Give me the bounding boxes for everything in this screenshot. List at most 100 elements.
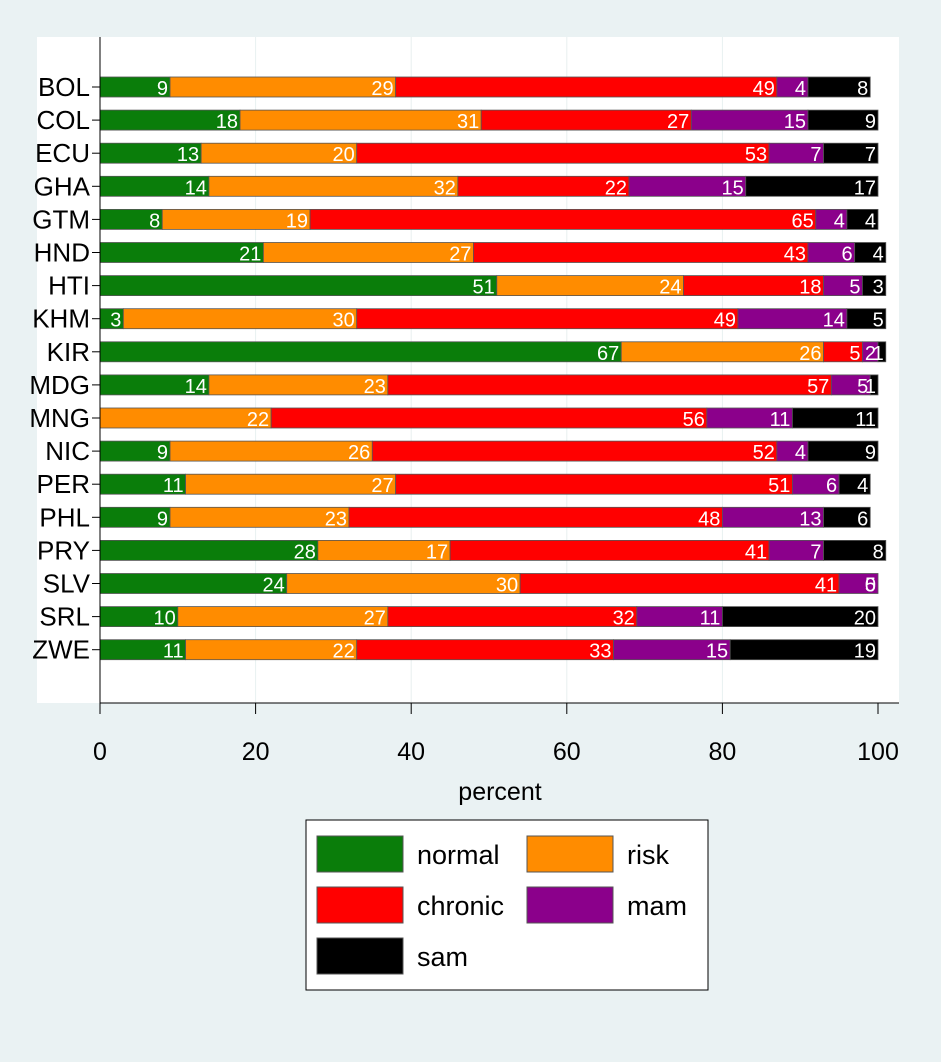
data-label: 26 xyxy=(348,442,370,464)
data-label: 29 xyxy=(371,78,393,100)
bar-segment-risk xyxy=(169,506,350,528)
data-label: 1 xyxy=(873,343,884,365)
legend-swatch-sam xyxy=(316,937,404,975)
data-label: 31 xyxy=(457,111,479,133)
data-label: 18 xyxy=(799,277,821,299)
bar-segment-sam xyxy=(823,540,887,561)
data-label: 27 xyxy=(667,111,689,133)
data-label: 10 xyxy=(154,608,176,630)
x-tick-label: 0 xyxy=(93,738,107,766)
data-label: 14 xyxy=(185,177,207,199)
data-label: 11 xyxy=(700,608,721,630)
data-label: 9 xyxy=(157,442,168,464)
bar-segment-chronic xyxy=(519,573,840,594)
data-label: 32 xyxy=(434,177,456,199)
y-category-label: MDG xyxy=(29,370,90,400)
bar-segment-risk xyxy=(122,308,358,330)
data-label: 51 xyxy=(473,277,495,299)
bar-segment-normal xyxy=(99,573,288,594)
data-label: 7 xyxy=(865,144,876,166)
data-label: 6 xyxy=(826,475,837,497)
bar-segment-sam xyxy=(729,639,879,661)
data-label: 7 xyxy=(810,144,821,166)
data-label: 13 xyxy=(799,508,821,530)
bar-segment-chronic xyxy=(480,109,692,131)
legend-label: risk xyxy=(627,840,669,870)
data-label: 5 xyxy=(849,277,860,299)
bar-segment-sam xyxy=(722,606,879,627)
data-label: 23 xyxy=(325,508,347,530)
bar-segment-risk xyxy=(620,341,824,363)
x-tick-label: 100 xyxy=(857,738,899,766)
data-label: 27 xyxy=(364,608,386,630)
data-label: 9 xyxy=(865,442,876,464)
bar-segment-sam xyxy=(854,242,887,263)
bar-segment-chronic xyxy=(356,308,739,330)
data-label: 27 xyxy=(371,475,393,497)
bar-segment-sam xyxy=(846,308,887,330)
y-category-label: SRL xyxy=(39,602,90,632)
x-tick-label: 80 xyxy=(708,738,736,766)
y-category-label: PRY xyxy=(37,535,90,565)
bar-segment-sam xyxy=(877,341,887,363)
x-tick-label: 40 xyxy=(397,738,425,766)
y-category-label: PER xyxy=(37,469,90,499)
legend-label: mam xyxy=(627,891,687,921)
x-axis-title: percent xyxy=(458,778,541,806)
bar-segment-risk xyxy=(169,440,373,462)
data-label: 11 xyxy=(163,641,184,663)
data-label: 5 xyxy=(857,376,868,398)
y-category-label: GHA xyxy=(34,171,91,201)
data-label: 24 xyxy=(659,277,681,299)
data-label: 22 xyxy=(247,409,269,431)
data-label: 9 xyxy=(157,508,168,530)
data-label: 4 xyxy=(795,442,806,464)
bars: 9 29 49 4 818 31 27 15 913 20 53 7 714 32 22 15 178 19 65 4… xyxy=(90,76,887,663)
data-label: 4 xyxy=(865,210,876,232)
y-category-label: HTI xyxy=(48,271,90,301)
data-label: 5 xyxy=(865,575,876,597)
bar-segment-chronic xyxy=(309,208,817,230)
bar-segment-chronic xyxy=(395,76,778,98)
data-label: 23 xyxy=(364,376,386,398)
y-category-label: ZWE xyxy=(32,635,90,665)
bar-segment-sam xyxy=(807,76,871,98)
legend-swatch-chronic xyxy=(316,886,404,924)
bar-segment-chronic xyxy=(356,639,614,661)
plot-background xyxy=(37,37,899,703)
y-category-label: ECU xyxy=(35,138,90,168)
data-label: 0 xyxy=(865,575,876,597)
y-category-label: NIC xyxy=(45,436,90,466)
data-label: 48 xyxy=(698,508,720,530)
legend: normal risk chronic mam sam xyxy=(305,819,709,991)
y-category-label: KIR xyxy=(47,337,90,367)
bar-segment-risk xyxy=(185,473,397,495)
bar-segment-chronic xyxy=(457,175,630,197)
bar-segment-chronic xyxy=(387,374,832,396)
x-tick-label: 60 xyxy=(553,738,581,766)
data-label: 67 xyxy=(597,343,619,365)
data-label: 22 xyxy=(332,641,354,663)
data-label: 33 xyxy=(589,641,611,663)
bar-segment-chronic xyxy=(387,606,638,627)
data-label: 65 xyxy=(792,210,814,232)
data-label: 8 xyxy=(857,78,868,100)
data-label: 11 xyxy=(855,409,876,431)
data-label: 43 xyxy=(784,244,806,266)
data-label: 8 xyxy=(873,541,884,563)
x-tick-label: 20 xyxy=(242,738,270,766)
data-label: 20 xyxy=(854,608,876,630)
data-label: 4 xyxy=(834,210,845,232)
data-label: 6 xyxy=(842,244,853,266)
data-label: 5 xyxy=(849,343,860,365)
data-label: 11 xyxy=(163,475,184,497)
data-label: 32 xyxy=(613,608,635,630)
bar-segment-risk xyxy=(169,76,397,98)
data-label: 26 xyxy=(799,343,821,365)
legend-swatch-mam xyxy=(526,886,614,924)
y-axis-labels: BOLCOLECUGHAGTMHNDHTIKHMKIRMDGMNGNICPERP… xyxy=(29,72,100,665)
bar-segment-risk xyxy=(262,242,474,263)
bar-segment-risk xyxy=(185,639,358,661)
data-label: 4 xyxy=(795,78,806,100)
